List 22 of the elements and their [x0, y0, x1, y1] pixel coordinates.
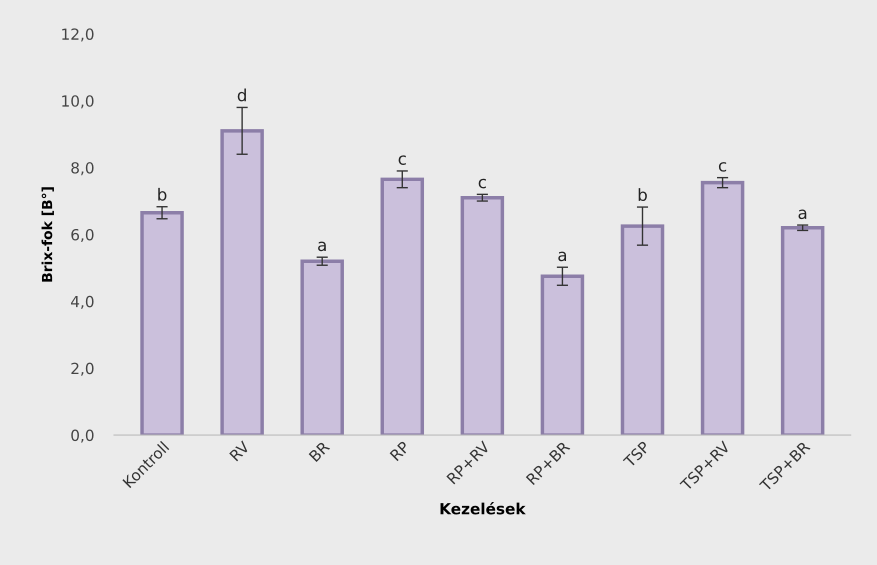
- annotation: a: [798, 210, 806, 220]
- y-tick-label: 0,0: [71, 430, 94, 443]
- y-tick-label: 2,0: [71, 362, 94, 376]
- x-tick-label: RP: [390, 440, 410, 462]
- y-axis-title: Brix-fok [B°]: [42, 187, 54, 282]
- annotation: b: [158, 188, 166, 201]
- annotation: b: [638, 188, 647, 202]
- annotation: a: [558, 252, 566, 262]
- x-tick-label: TSP: [622, 440, 650, 468]
- y-tick-label: 12,0: [62, 28, 94, 42]
- annotation: c: [398, 155, 406, 165]
- y-tick-label: 6,0: [71, 228, 94, 242]
- y-tick-label: 10,0: [62, 95, 94, 108]
- annotation: c: [478, 178, 486, 188]
- x-tick-label: RV: [229, 440, 250, 462]
- x-tick-label: BR: [308, 440, 330, 462]
- annotation: c: [718, 162, 726, 172]
- annotation: a: [318, 242, 326, 252]
- x-axis-title: Kezelések: [440, 502, 526, 514]
- y-tick-label: 8,0: [71, 162, 94, 176]
- annotation: d: [238, 88, 246, 102]
- y-tick-label: 4,0: [71, 296, 94, 309]
